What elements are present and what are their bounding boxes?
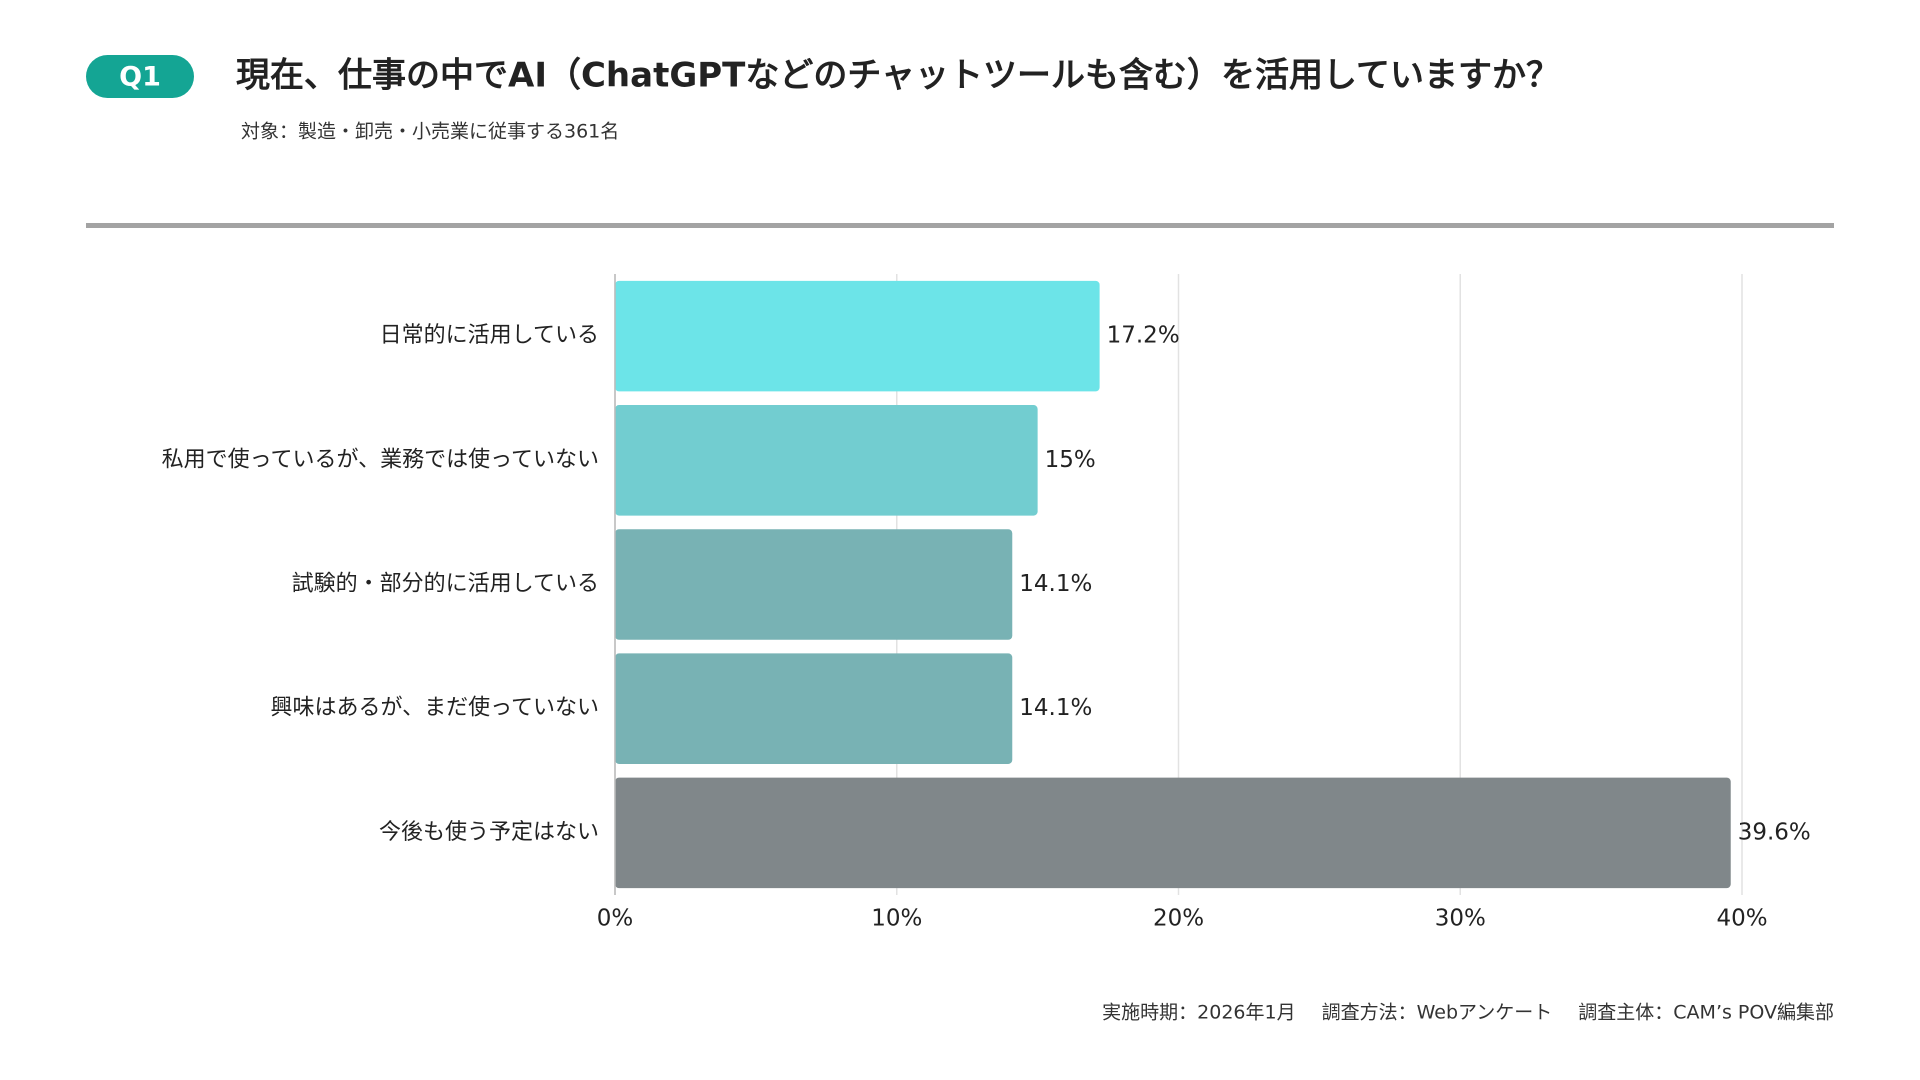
divider — [86, 223, 1834, 228]
value-label: 39.6% — [1738, 819, 1811, 845]
x-tick-label: 30% — [1435, 906, 1486, 932]
bar — [615, 280, 1100, 392]
bar — [615, 529, 1013, 640]
y-tick-label: 日常的に活用している — [380, 323, 599, 348]
x-tick-label: 20% — [1153, 906, 1204, 932]
bar — [615, 653, 1013, 764]
y-tick-label: 試験的・部分的に活用している — [292, 572, 599, 597]
footer-note: 実施時期：2026年1月 — [1102, 1002, 1295, 1024]
value-label: 15% — [1045, 447, 1096, 473]
subtitle: 対象：製造・卸売・小売業に従事する361名 — [241, 121, 619, 143]
footer-note: 調査方法：Webアンケート — [1322, 1002, 1553, 1024]
value-label: 14.1% — [1019, 695, 1092, 721]
y-tick-label: 興味はあるが、まだ使っていない — [271, 696, 599, 721]
badge-label: Q1 — [119, 62, 161, 93]
x-tick-label: 10% — [871, 906, 922, 932]
value-label: 17.2% — [1107, 323, 1180, 349]
y-tick-label: 私用で使っているが、業務では使っていない — [162, 447, 599, 472]
bar — [615, 777, 1731, 889]
chart-title: 現在、仕事の中でAI（ChatGPTなどのチャットツールも含む）を活用しています… — [236, 56, 1560, 96]
bar — [615, 405, 1038, 516]
x-tick-label: 40% — [1716, 906, 1767, 932]
badge — [86, 55, 194, 98]
footer-note: 調査主体：CAM’s POV編集部 — [1578, 1002, 1834, 1024]
x-tick-label: 0% — [597, 906, 634, 932]
value-label: 14.1% — [1019, 571, 1092, 597]
y-tick-label: 今後も使う予定はない — [379, 820, 599, 845]
